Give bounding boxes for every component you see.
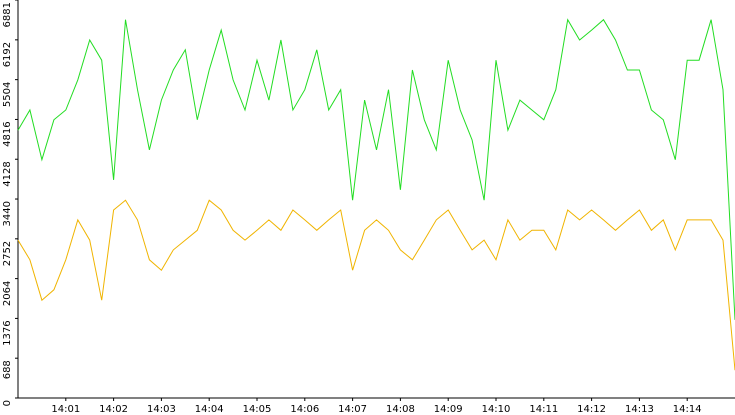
x-tick-label: 14:07 xyxy=(338,404,367,415)
x-tick-label: 14:12 xyxy=(577,404,606,415)
y-tick-label: 0 xyxy=(2,400,13,406)
series-line xyxy=(17,18,735,320)
x-tick-label: 14:14 xyxy=(673,404,702,415)
x-tick-label: 14:11 xyxy=(529,404,558,415)
x-tick-label: 14:08 xyxy=(386,404,415,415)
y-tick-label: 4816 xyxy=(2,121,13,146)
series-line xyxy=(17,199,735,371)
x-tick-label: 14:04 xyxy=(195,404,224,415)
x-tick-label: 14:06 xyxy=(290,404,319,415)
y-tick-label: 5504 xyxy=(2,82,13,107)
y-tick-label: 2064 xyxy=(2,281,13,306)
x-tick-label: 14:01 xyxy=(51,404,80,415)
y-tick-label: 6881 xyxy=(2,2,13,27)
x-tick-label: 14:02 xyxy=(99,404,128,415)
y-tick-label: 2752 xyxy=(2,241,13,266)
y-tick-label: 6192 xyxy=(2,42,13,67)
y-tick-label: 1376 xyxy=(2,320,13,345)
x-tick-label: 14:03 xyxy=(147,404,176,415)
y-tick-label: 688 xyxy=(2,360,13,379)
x-tick-label: 14:13 xyxy=(625,404,654,415)
y-tick-label: 3440 xyxy=(2,201,13,226)
x-tick-label: 14:10 xyxy=(482,404,511,415)
x-tick-label: 14:09 xyxy=(434,404,463,415)
x-tick-label: 14:05 xyxy=(243,404,272,415)
y-tick-label: 4128 xyxy=(2,161,13,186)
